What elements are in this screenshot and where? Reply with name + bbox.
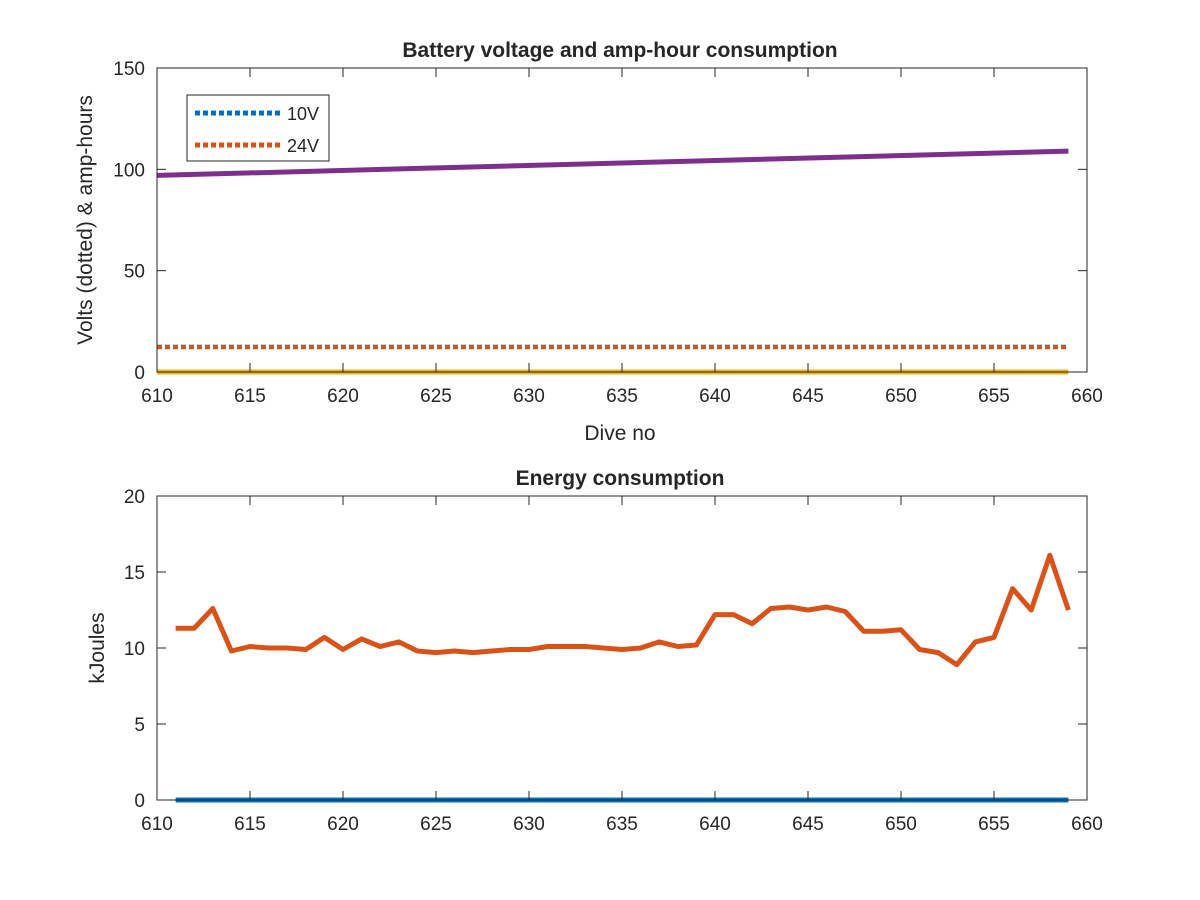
- y-tick-label: 10: [124, 639, 145, 660]
- y-tick-label: 0: [134, 791, 145, 812]
- voltage-amphour-subplot: Battery voltage and amp-hour consumption…: [74, 39, 1103, 445]
- x-tick-label: 640: [699, 814, 731, 835]
- x-tick-label: 625: [420, 386, 452, 407]
- x-tick-label: 655: [978, 814, 1010, 835]
- subplot-1-xlabel: Dive no: [584, 422, 655, 445]
- x-tick-label: 645: [792, 814, 824, 835]
- x-tick-label: 625: [420, 814, 452, 835]
- x-tick-label: 640: [699, 386, 731, 407]
- subplot-1-ylabel: Volts (dotted) & amp-hours: [74, 95, 97, 345]
- x-tick-label: 660: [1071, 814, 1103, 835]
- y-tick-label: 15: [124, 563, 145, 584]
- y-tick-label: 20: [124, 487, 145, 508]
- subplot-1-series-line-3: [156, 148, 1069, 178]
- subplot-2-series-line-2: [175, 552, 1071, 668]
- x-tick-label: 630: [513, 814, 545, 835]
- y-tick-label: 100: [113, 160, 145, 181]
- legend-label-24v: 24V: [287, 136, 319, 156]
- y-tick-label: 0: [134, 363, 145, 384]
- subplot-1-ticks-layer: 610 615 620 625 630 635 640 645 650 655 660 0 50 100 1…: [113, 59, 1103, 407]
- x-tick-label: 610: [141, 386, 173, 407]
- legend-label-10v: 10V: [287, 104, 319, 124]
- x-tick-label: 620: [327, 386, 359, 407]
- x-tick-label: 610: [141, 814, 173, 835]
- x-tick-label: 645: [792, 386, 824, 407]
- subplot-2-title: Energy consumption: [516, 467, 725, 490]
- x-tick-label: 615: [234, 386, 266, 407]
- x-tick-label: 635: [606, 386, 638, 407]
- subplot-2-ylabel: kJoules: [86, 612, 109, 683]
- x-tick-label: 650: [885, 386, 917, 407]
- x-tick-label: 620: [327, 814, 359, 835]
- y-tick-label: 50: [124, 262, 145, 283]
- subplot-1-title: Battery voltage and amp-hour consumption: [402, 39, 837, 62]
- energy-subplot: Energy consumption 610 615 620 625 630 635 640…: [86, 467, 1103, 835]
- x-tick-label: 630: [513, 386, 545, 407]
- x-tick-label: 655: [978, 386, 1010, 407]
- subplot-1-axes-box: [156, 67, 1088, 373]
- y-tick-label: 5: [134, 715, 145, 736]
- x-tick-label: 660: [1071, 386, 1103, 407]
- subplot-2-axes-box: [156, 495, 1088, 801]
- legend-box: [186, 94, 330, 162]
- legend: 10V 24V: [186, 94, 330, 162]
- x-tick-label: 650: [885, 814, 917, 835]
- x-tick-label: 615: [234, 814, 266, 835]
- x-tick-label: 635: [606, 814, 638, 835]
- subplot-2-ticks-layer: 610 615 620 625 630 635 640 645 650 655 660 0 5 10 15 2…: [124, 487, 1103, 835]
- y-tick-label: 150: [113, 59, 145, 80]
